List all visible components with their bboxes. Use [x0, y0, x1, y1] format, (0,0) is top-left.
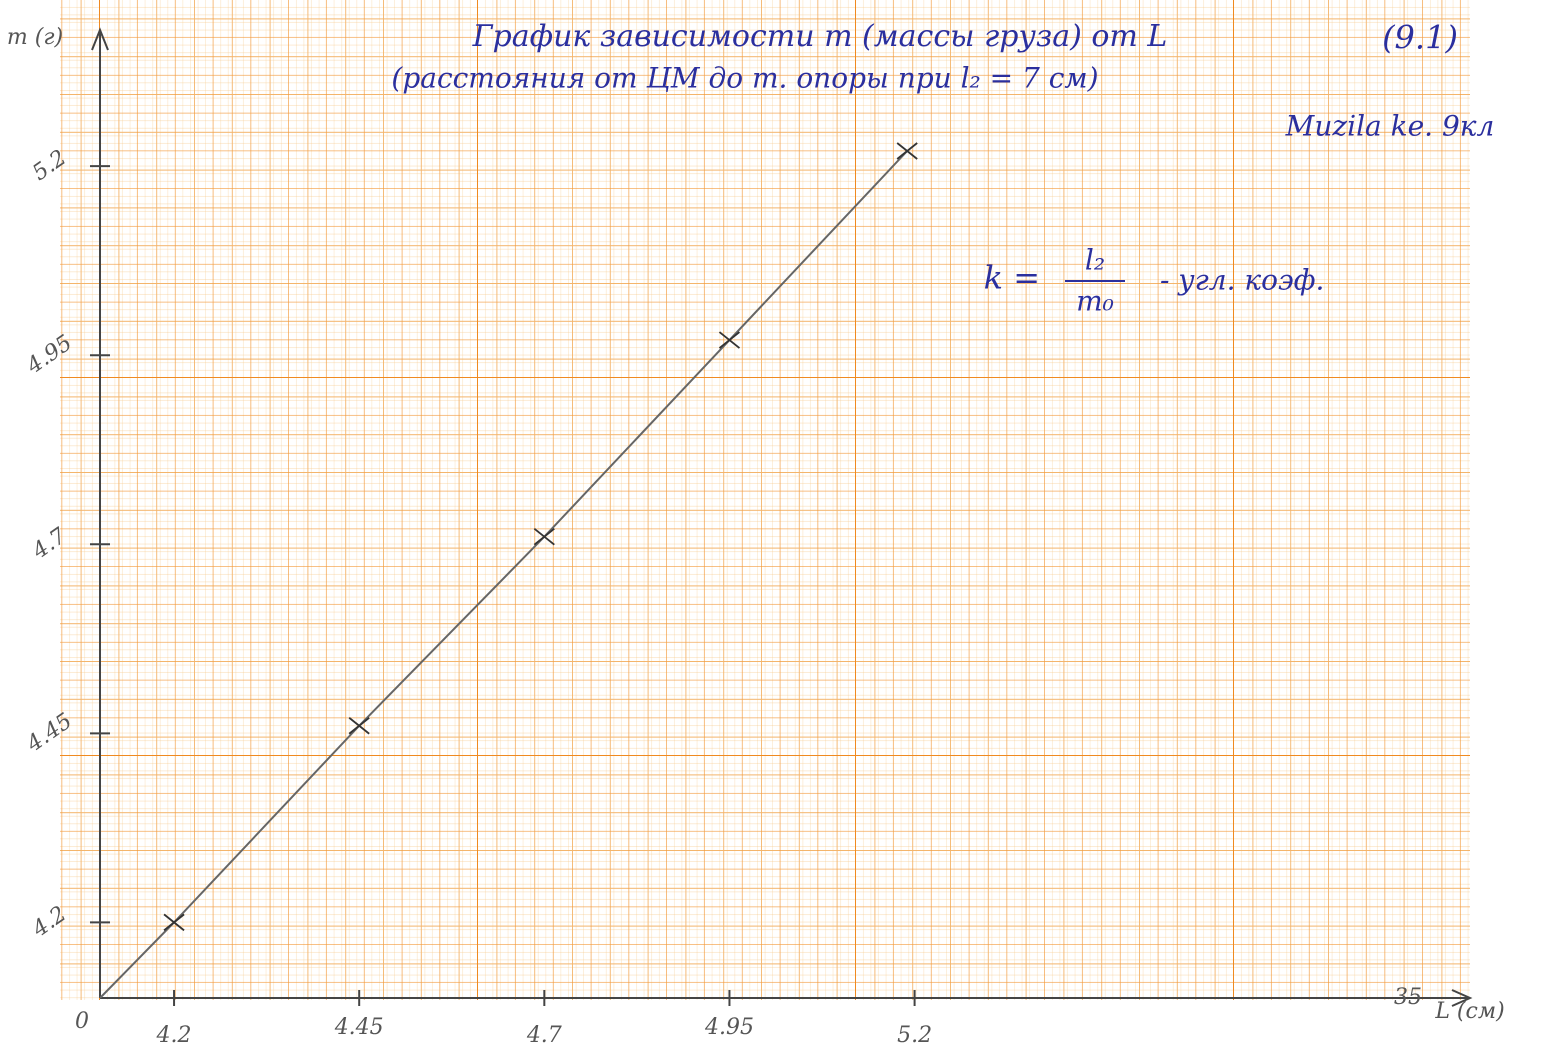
x-tick-label: 4.7	[526, 1023, 562, 1048]
graph-paper	[60, 0, 1470, 1000]
x-tick-label: 4.95	[704, 1015, 754, 1040]
x-tick-label: 4.2	[156, 1023, 192, 1048]
y-axis-label: m (г)	[7, 25, 63, 50]
x-tick-label: 4.45	[334, 1015, 384, 1040]
origin-label: 0	[75, 1009, 89, 1034]
x-tick-label: 5.2	[897, 1023, 932, 1048]
formula-lhs: k =	[984, 259, 1040, 297]
formula-denominator: m₀	[1076, 285, 1114, 318]
formula-note: - угл. коэф.	[1160, 264, 1324, 297]
formula-numerator: l₂	[1085, 244, 1105, 277]
chart-title: График зависимости m (массы груза) от L	[472, 19, 1168, 54]
graph-paper-chart: 4.24.454.74.955.24.24.454.74.955.2График…	[0, 0, 1542, 1056]
subtitle: (расстояния от ЦМ до т. опоры при l₂ = 7…	[391, 62, 1098, 95]
x-end-label: 35	[1394, 985, 1422, 1010]
title-note: (9.1)	[1382, 19, 1458, 57]
author: Muzila ke. 9кл	[1285, 110, 1495, 143]
x-axis-label: L (см)	[1434, 999, 1504, 1024]
